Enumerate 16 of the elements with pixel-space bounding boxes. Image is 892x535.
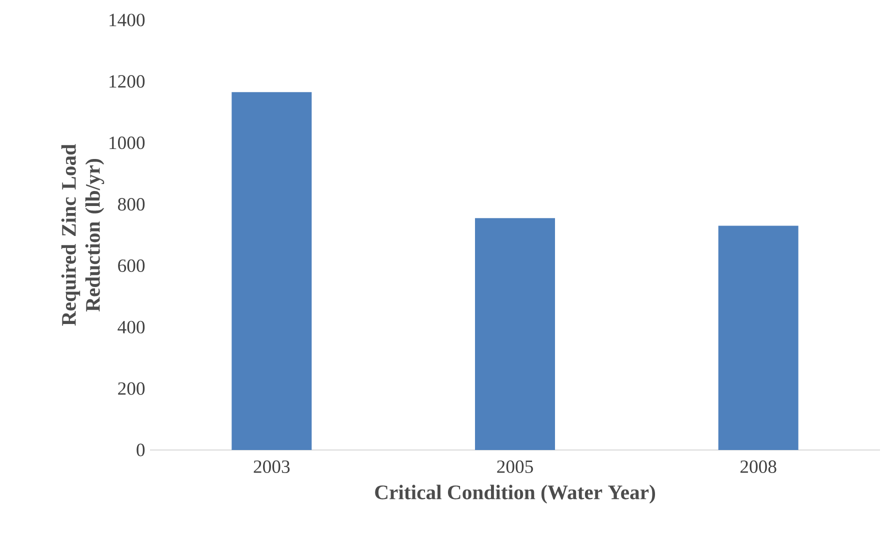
y-tick-label: 0 [136, 444, 145, 456]
bar [475, 218, 556, 450]
x-tick-label: 2003 [254, 460, 290, 473]
y-tick-label: 200 [118, 382, 145, 395]
y-tick-label: 400 [118, 320, 145, 334]
bar [232, 92, 312, 450]
y-tick-label: 800 [118, 198, 145, 211]
y-axis-title: Required Zinc Load Reduction (lb/yr) [61, 144, 104, 326]
y-tick-label: 1000 [110, 136, 145, 150]
y-tick-label: 600 [118, 259, 145, 272]
y-tick-label: 1200 [110, 75, 145, 88]
x-tick-label: 2005 [497, 460, 533, 473]
x-axis-title: Critical Condition (Water Year) [375, 484, 656, 504]
y-tick-label: 1400 [110, 14, 145, 26]
x-tick-label: 2008 [740, 460, 776, 473]
bar [718, 226, 798, 450]
